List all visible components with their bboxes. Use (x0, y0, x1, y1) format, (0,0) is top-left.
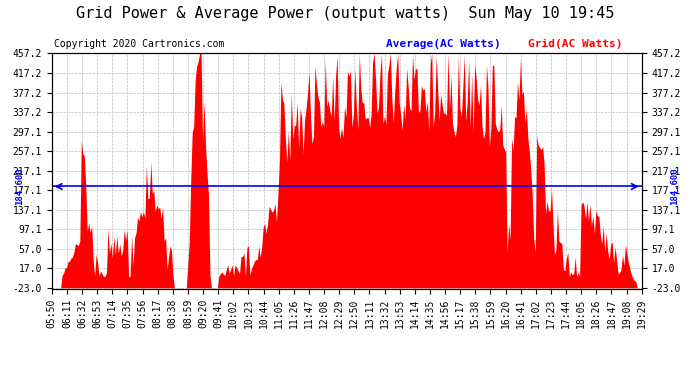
Text: Grid Power & Average Power (output watts)  Sun May 10 19:45: Grid Power & Average Power (output watts… (76, 6, 614, 21)
Text: Copyright 2020 Cartronics.com: Copyright 2020 Cartronics.com (54, 39, 224, 50)
Text: 184.600: 184.600 (670, 168, 679, 205)
Text: Grid(AC Watts): Grid(AC Watts) (528, 39, 622, 50)
Text: Average(AC Watts): Average(AC Watts) (386, 39, 501, 50)
Text: 184.600: 184.600 (14, 168, 23, 205)
